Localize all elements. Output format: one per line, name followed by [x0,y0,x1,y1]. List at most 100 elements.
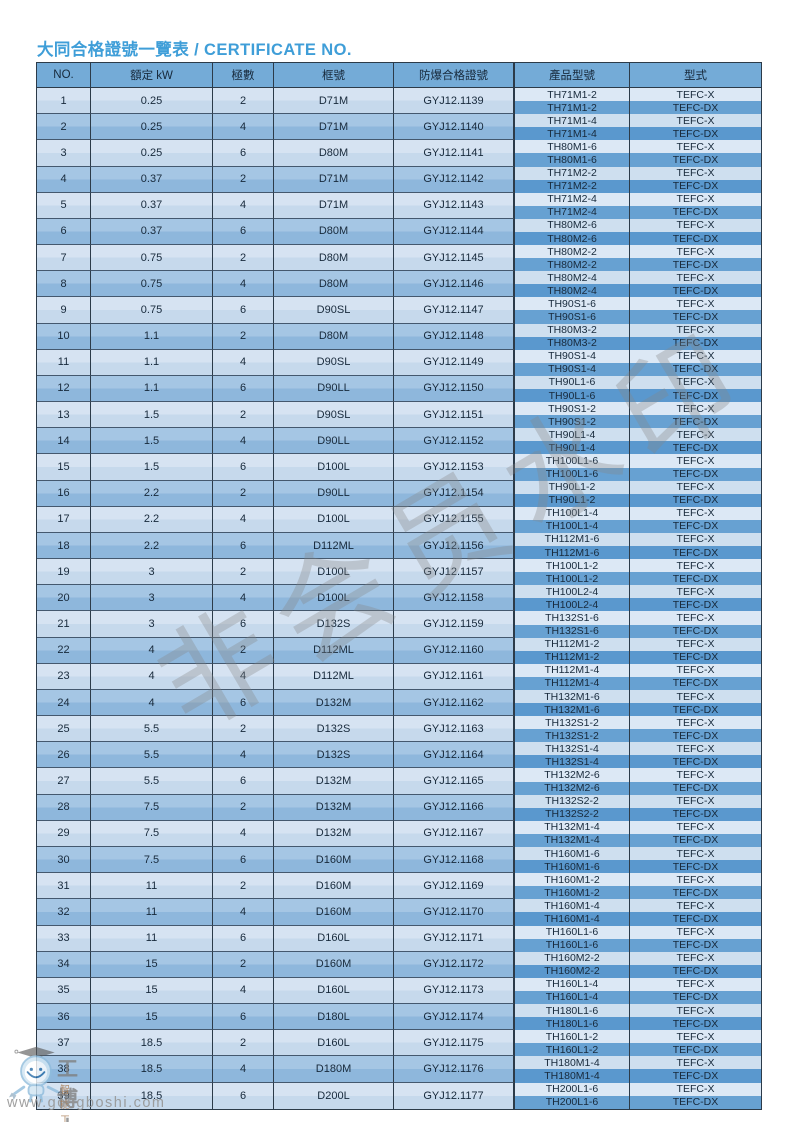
model-tefc-dx: TH71M2-4 [515,205,629,219]
cell-frame-no: D112ML [274,637,394,664]
cell-product-model: TH71M1-2 TH71M1-2 [514,88,630,115]
cell-poles: 4 [213,899,274,926]
table-row: 13 1.5 2 D90SL GYJ12.1151 TH90S1-2 TH90S… [37,402,761,429]
cell-rated-kw: 5.5 [91,768,213,795]
cell-frame-no: D71M [274,114,394,141]
table-row: 21 3 6 D132S GYJ12.1159 TH132S1-6 TH132S… [37,611,761,638]
cell-product-model: TH90L1-6 TH90L1-6 [514,375,630,403]
cell-rated-kw: 5.5 [91,742,213,769]
cell-poles: 4 [213,271,274,298]
cell-poles: 2 [213,166,274,193]
cell-frame-no: D132M [274,768,394,795]
model-tefc-dx: TH80M1-6 [515,153,629,167]
model-tefc-x: TH112M1-2 [515,637,629,651]
cell-poles: 2 [213,559,274,586]
cell-frame-no: D100L [274,454,394,481]
type-tefc-x: TEFC-X [630,245,761,259]
cell-rated-kw: 15 [91,1004,213,1031]
model-tefc-x: TH132M1-6 [515,689,629,704]
cell-rated-kw: 1.5 [91,454,213,481]
cell-cert-no: GYJ12.1163 [394,716,514,743]
type-tefc-dx: TEFC-DX [630,572,761,586]
model-tefc-dx: TH160M1-6 [515,860,629,874]
type-tefc-x: TEFC-X [630,402,761,416]
cell-cert-no: GYJ12.1142 [394,166,514,193]
cell-type: TEFC-X TEFC-DX [630,480,761,507]
model-tefc-dx: TH132S1-4 [515,755,629,769]
type-tefc-dx: TEFC-DX [630,1043,761,1057]
cell-type: TEFC-X TEFC-DX [630,716,761,743]
type-tefc-dx: TEFC-DX [630,1095,761,1109]
cell-product-model: TH71M2-4 TH71M2-4 [514,192,630,219]
certificate-table: NO. 額定 kW 極數 框號 防爆合格證號 產品型號 型式 1 0.25 2 … [36,62,762,1110]
cell-no: 29 [37,820,91,847]
type-tefc-dx: TEFC-DX [630,598,761,612]
cell-cert-no: GYJ12.1176 [394,1056,514,1083]
cell-frame-no: D71M [274,192,394,219]
table-row: 22 4 2 D112ML GYJ12.1160 TH112M1-2 TH112… [37,637,761,664]
model-tefc-dx: TH80M2-4 [515,284,629,298]
table-row: 12 1.1 6 D90LL GYJ12.1150 TH90L1-6 TH90L… [37,375,761,403]
model-tefc-x: TH71M2-4 [515,192,629,206]
type-tefc-x: TEFC-X [630,716,761,730]
type-tefc-dx: TEFC-DX [630,388,761,403]
cell-rated-kw: 11 [91,899,213,926]
cell-type: TEFC-X TEFC-DX [630,768,761,795]
model-tefc-x: TH80M2-2 [515,245,629,259]
cell-product-model: TH100L1-2 TH100L1-2 [514,559,630,586]
cell-product-model: TH100L1-6 TH100L1-6 [514,454,630,481]
cell-poles: 2 [213,323,274,350]
cell-frame-no: D100L [274,506,394,533]
cell-no: 9 [37,297,91,324]
cell-cert-no: GYJ12.1161 [394,663,514,690]
cell-no: 6 [37,218,91,246]
cell-product-model: TH132M1-6 TH132M1-6 [514,689,630,717]
model-tefc-dx: TH160L1-6 [515,938,629,952]
type-tefc-x: TEFC-X [630,899,761,913]
cell-product-model: TH80M2-6 TH80M2-6 [514,218,630,246]
cell-cert-no: GYJ12.1147 [394,297,514,324]
model-tefc-x: TH80M3-2 [515,323,629,337]
cell-rated-kw: 5.5 [91,716,213,743]
cell-cert-no: GYJ12.1169 [394,873,514,900]
cell-poles: 6 [213,689,274,717]
type-tefc-x: TEFC-X [630,742,761,756]
table-row: 23 4 4 D112ML GYJ12.1161 TH112M1-4 TH112… [37,663,761,690]
cell-product-model: TH100L1-4 TH100L1-4 [514,506,630,533]
cell-frame-no: D132M [274,689,394,717]
cell-type: TEFC-X TEFC-DX [630,88,761,115]
cell-rated-kw: 11 [91,925,213,952]
model-tefc-dx: TH100L1-2 [515,572,629,586]
type-tefc-dx: TEFC-DX [630,755,761,769]
model-tefc-x: TH80M2-4 [515,271,629,285]
cell-rated-kw: 3 [91,611,213,638]
column-header-no: NO. [37,63,91,87]
type-tefc-dx: TEFC-DX [630,310,761,324]
cell-cert-no: GYJ12.1144 [394,218,514,246]
cell-frame-no: D132S [274,716,394,743]
cell-product-model: TH132S2-2 TH132S2-2 [514,794,630,821]
cell-type: TEFC-X TEFC-DX [630,820,761,847]
table-row: 36 15 6 D180L GYJ12.1174 TH180L1-6 TH180… [37,1004,761,1031]
cell-product-model: TH132S1-2 TH132S1-2 [514,716,630,743]
cell-frame-no: D160M [274,951,394,978]
cell-poles: 6 [213,140,274,167]
column-header-cert-no: 防爆合格證號 [394,63,514,87]
cell-frame-no: D132M [274,820,394,847]
model-tefc-x: TH71M1-4 [515,114,629,128]
model-tefc-dx: TH100L2-4 [515,598,629,612]
table-row: 10 1.1 2 D80M GYJ12.1148 TH80M3-2 TH80M3… [37,323,761,350]
cell-frame-no: D90SL [274,297,394,324]
type-tefc-dx: TEFC-DX [630,964,761,978]
cell-rated-kw: 0.75 [91,297,213,324]
table-row: 30 7.5 6 D160M GYJ12.1168 TH160M1-6 TH16… [37,846,761,874]
cell-poles: 2 [213,1030,274,1057]
cell-no: 32 [37,899,91,926]
cell-frame-no: D100L [274,585,394,612]
cell-poles: 2 [213,480,274,507]
cell-cert-no: GYJ12.1170 [394,899,514,926]
table-row: 7 0.75 2 D80M GYJ12.1145 TH80M2-2 TH80M2… [37,245,761,272]
cell-poles: 4 [213,192,274,219]
cell-frame-no: D160M [274,846,394,874]
table-row: 28 7.5 2 D132M GYJ12.1166 TH132S2-2 TH13… [37,794,761,821]
